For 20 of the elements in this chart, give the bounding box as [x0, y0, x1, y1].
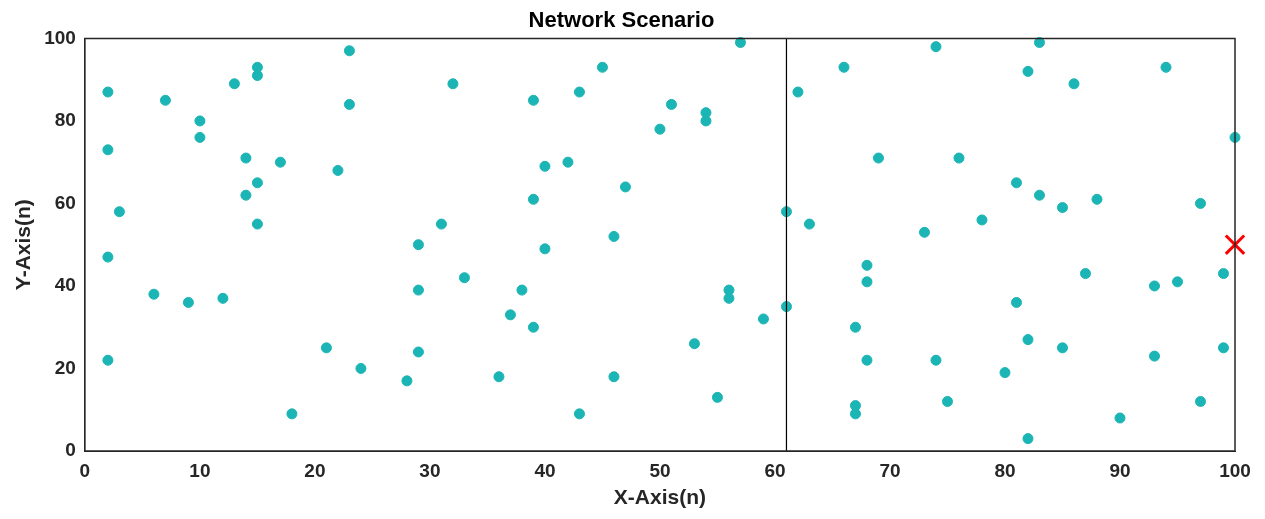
x-tick-label: 90: [1109, 459, 1131, 481]
x-tick-label: 30: [419, 459, 441, 481]
y-tick-label: 80: [54, 109, 76, 131]
y-axis-title: Y-Axis(n): [11, 199, 35, 291]
chart-title: Network Scenario: [528, 7, 715, 33]
x-tick-label: 60: [764, 459, 786, 481]
y-tick-label: 0: [65, 439, 76, 461]
y-tick-label: 60: [54, 191, 76, 213]
y-tick-label: 40: [54, 274, 76, 296]
x-axis-title: X-Axis(n): [613, 485, 707, 509]
x-tick-label: 0: [79, 459, 91, 481]
x-tick-label: 10: [189, 459, 211, 481]
x-tick-label: 80: [994, 459, 1016, 481]
x-tick-label: 40: [534, 459, 556, 481]
y-tick-label: 100: [44, 26, 76, 48]
x-tick-label: 20: [304, 459, 326, 481]
x-tick-label: 50: [649, 459, 671, 481]
x-tick-label: 70: [879, 459, 901, 481]
y-tick-label: 20: [54, 356, 76, 378]
x-tick-label: 100: [1219, 459, 1251, 481]
